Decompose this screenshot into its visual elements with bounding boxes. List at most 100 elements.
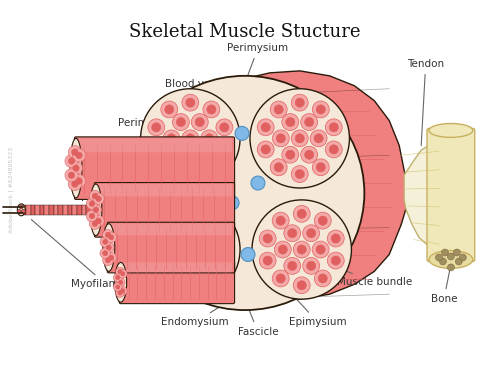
Circle shape	[306, 229, 316, 238]
Circle shape	[106, 258, 110, 263]
Circle shape	[68, 158, 75, 164]
Circle shape	[201, 130, 218, 147]
Circle shape	[274, 163, 283, 172]
Circle shape	[65, 169, 78, 182]
Ellipse shape	[103, 224, 115, 272]
Circle shape	[259, 252, 276, 269]
Ellipse shape	[90, 184, 102, 236]
Circle shape	[331, 256, 340, 265]
Circle shape	[316, 245, 326, 254]
Text: Muscle bundle: Muscle bundle	[332, 266, 412, 287]
Circle shape	[152, 234, 161, 243]
Circle shape	[116, 275, 120, 280]
Circle shape	[164, 274, 174, 283]
Circle shape	[300, 114, 318, 130]
Circle shape	[106, 232, 110, 237]
Circle shape	[304, 150, 314, 159]
Circle shape	[225, 196, 239, 210]
Circle shape	[252, 200, 352, 299]
Polygon shape	[404, 143, 439, 248]
Circle shape	[203, 101, 220, 118]
Circle shape	[152, 256, 161, 265]
Circle shape	[297, 245, 306, 254]
Circle shape	[167, 245, 176, 254]
Circle shape	[108, 235, 114, 240]
Circle shape	[164, 105, 174, 114]
Circle shape	[120, 272, 125, 276]
Circle shape	[318, 274, 328, 283]
Ellipse shape	[18, 204, 25, 216]
Circle shape	[216, 141, 233, 158]
Circle shape	[328, 252, 344, 269]
Circle shape	[172, 257, 190, 274]
Circle shape	[161, 159, 178, 176]
Circle shape	[235, 126, 249, 140]
Circle shape	[295, 170, 304, 179]
Circle shape	[152, 145, 161, 154]
Circle shape	[204, 134, 214, 143]
Text: Sarcolemma: Sarcolemma	[118, 153, 198, 184]
Circle shape	[148, 141, 164, 158]
Circle shape	[302, 225, 320, 242]
Circle shape	[312, 159, 329, 176]
Circle shape	[76, 178, 82, 184]
Circle shape	[272, 130, 289, 147]
Circle shape	[448, 264, 454, 271]
Circle shape	[448, 253, 454, 260]
Circle shape	[164, 163, 174, 172]
Ellipse shape	[115, 262, 126, 302]
Circle shape	[186, 245, 195, 254]
Circle shape	[284, 257, 300, 274]
Circle shape	[152, 123, 161, 132]
Circle shape	[186, 134, 195, 143]
Circle shape	[278, 245, 287, 254]
Circle shape	[302, 257, 320, 274]
Circle shape	[163, 241, 180, 258]
Circle shape	[206, 105, 216, 114]
Circle shape	[20, 205, 24, 209]
Circle shape	[318, 216, 328, 225]
FancyBboxPatch shape	[77, 205, 82, 215]
FancyBboxPatch shape	[49, 205, 54, 215]
FancyBboxPatch shape	[72, 205, 77, 215]
Circle shape	[148, 119, 164, 136]
Circle shape	[93, 215, 104, 226]
Circle shape	[286, 150, 295, 159]
Circle shape	[118, 286, 127, 295]
Circle shape	[186, 170, 195, 179]
Circle shape	[167, 134, 176, 143]
Circle shape	[272, 270, 289, 287]
Circle shape	[276, 134, 285, 143]
Circle shape	[192, 114, 208, 130]
Circle shape	[316, 163, 326, 172]
Circle shape	[182, 277, 199, 294]
Circle shape	[282, 146, 298, 163]
Circle shape	[272, 212, 289, 229]
FancyBboxPatch shape	[22, 205, 26, 215]
Circle shape	[72, 165, 80, 171]
Circle shape	[292, 130, 308, 147]
Ellipse shape	[429, 251, 473, 268]
Circle shape	[161, 212, 178, 229]
Circle shape	[172, 146, 190, 163]
Circle shape	[161, 101, 178, 118]
Circle shape	[140, 200, 240, 299]
Circle shape	[454, 249, 460, 256]
FancyBboxPatch shape	[35, 205, 40, 215]
FancyBboxPatch shape	[68, 205, 72, 215]
Circle shape	[436, 254, 442, 261]
FancyBboxPatch shape	[74, 137, 234, 200]
Text: Fascicle: Fascicle	[238, 310, 279, 337]
Circle shape	[312, 241, 329, 258]
Circle shape	[295, 134, 304, 143]
Circle shape	[220, 123, 229, 132]
Circle shape	[92, 193, 98, 199]
Circle shape	[106, 245, 112, 250]
Circle shape	[294, 206, 310, 222]
FancyBboxPatch shape	[108, 222, 234, 273]
FancyBboxPatch shape	[58, 205, 63, 215]
Circle shape	[241, 248, 255, 261]
Circle shape	[86, 210, 98, 222]
Text: Tendon: Tendon	[407, 59, 444, 146]
Circle shape	[329, 123, 338, 132]
